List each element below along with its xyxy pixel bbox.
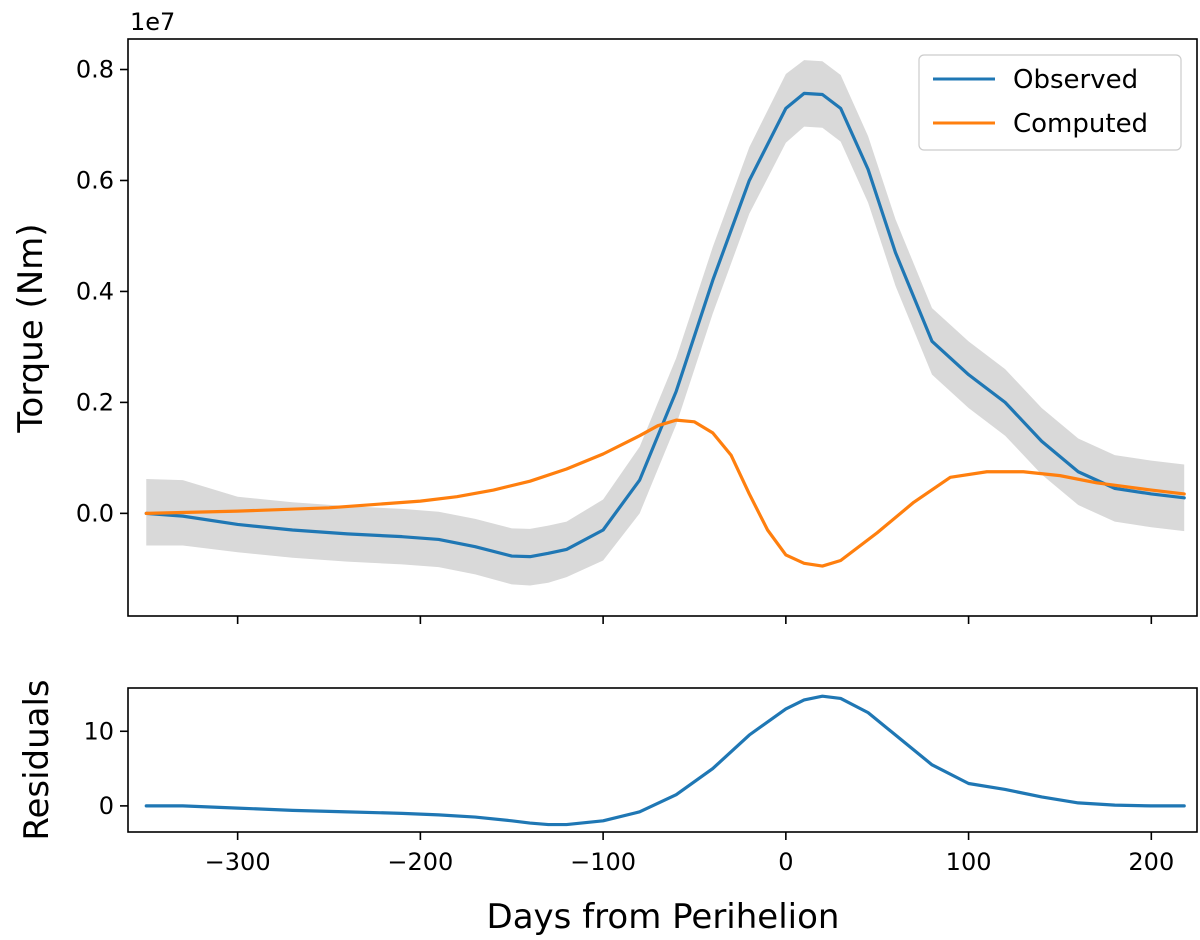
torque-y-axis-label: Torque (Nm) <box>11 223 51 433</box>
torque-axes-frame <box>127 38 1198 617</box>
x-tick-label: 200 <box>1128 848 1174 876</box>
computed-line <box>144 418 1186 568</box>
residuals-lines-layer <box>144 694 1186 827</box>
legend-observed-label: Observed <box>1013 65 1138 95</box>
x-tick-label: −300 <box>205 848 271 876</box>
x-axis-label: Days from Perihelion <box>487 897 840 937</box>
observed-uncertainty-band-layer <box>146 60 1185 586</box>
residuals-x-ticks: −300 −200 −100 0 100 200 <box>205 832 1174 876</box>
x-tick-label: 100 <box>946 848 992 876</box>
torque-y-tick-label: 0.8 <box>76 56 114 84</box>
residuals-axes-frame <box>127 687 1198 833</box>
x-tick-label: 0 <box>778 848 793 876</box>
residuals-axes: 0 10 −300 −200 −100 0 100 200 Residuals Days f… <box>17 679 1198 937</box>
torque-lines-layer <box>144 91 1186 568</box>
observed-uncertainty-band <box>146 60 1185 586</box>
legend: Observed Computed <box>918 54 1182 151</box>
torque-y-ticks: 0.0 0.2 0.4 0.6 0.8 <box>76 56 128 527</box>
residuals-y-ticks: 0 10 <box>83 717 128 820</box>
residuals-y-axis-label: Residuals <box>17 679 57 840</box>
residuals-y-tick-label: 10 <box>83 717 114 745</box>
residuals-line <box>144 694 1186 827</box>
torque-y-tick-label: 0.4 <box>76 277 114 305</box>
y-offset-label: 1e7 <box>130 8 175 36</box>
torque-x-ticks <box>236 616 1153 624</box>
torque-axes: 0.0 0.2 0.4 0.6 0.8 1e7 Torque (Nm) Observed… <box>11 8 1198 624</box>
torque-y-tick-label: 0.2 <box>76 388 114 416</box>
x-tick-label: −200 <box>387 848 453 876</box>
observed-line <box>144 91 1186 559</box>
torque-y-tick-label: 0.6 <box>76 166 114 194</box>
residuals-y-tick-label: 0 <box>99 792 114 820</box>
x-tick-label: −100 <box>570 848 636 876</box>
legend-computed-label: Computed <box>1013 109 1148 139</box>
torque-y-tick-label: 0.0 <box>76 499 114 527</box>
